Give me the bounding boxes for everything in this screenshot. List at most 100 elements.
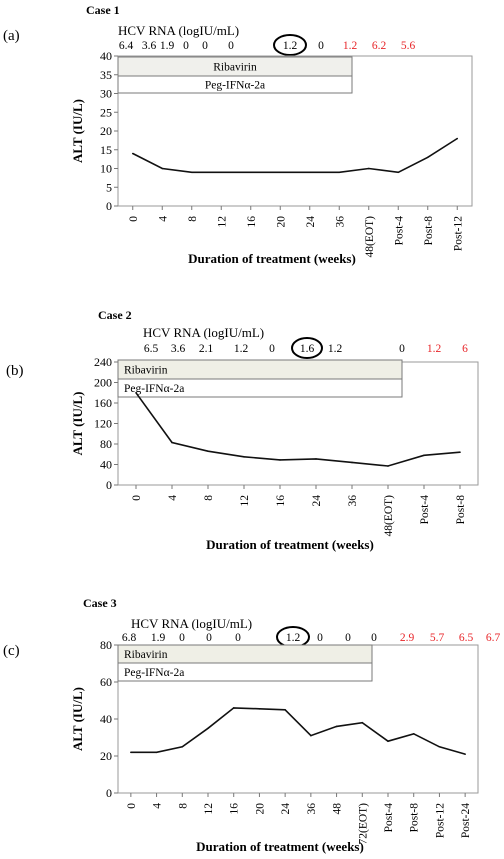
alt-data-point xyxy=(308,171,311,174)
hcv-rna-value: 3.6 xyxy=(171,343,186,355)
x-tick-label: 36 xyxy=(334,216,346,228)
x-tick-label: 24 xyxy=(305,216,317,228)
x-tick-label: Post-12 xyxy=(452,216,464,251)
alt-data-point xyxy=(207,727,209,730)
y-tick-label: 0 xyxy=(106,786,112,800)
hcv-rna-value: 0 xyxy=(202,40,208,52)
x-tick-label: 48 xyxy=(332,803,344,815)
y-tick-label: 30 xyxy=(100,87,112,101)
treatment-bar-label: Peg-IFNα-2a xyxy=(124,383,184,395)
treatment-bar-label: Peg-IFNα-2a xyxy=(205,80,265,92)
treatment-bar xyxy=(117,662,373,682)
y-tick-label: 35 xyxy=(100,68,112,82)
hcv-rna-value: 1.2 xyxy=(427,343,442,355)
hcv-rna-value: 2.1 xyxy=(199,343,214,355)
alt-data-point xyxy=(315,458,317,460)
alt-data-point xyxy=(426,156,429,159)
hcv-rna-value: 6.5 xyxy=(144,343,159,355)
y-tick-label: 15 xyxy=(100,143,112,157)
x-axis-label: Duration of treatment (weeks) xyxy=(188,251,356,266)
hcv-rna-value: 1.9 xyxy=(151,632,166,644)
hcv-rna-title: HCV RNA (logIU/mL) xyxy=(143,325,264,340)
hcv-rna-value: 0 xyxy=(179,632,185,644)
hcv-rna-value: 5.7 xyxy=(430,632,445,644)
x-tick-label: Post-12 xyxy=(434,803,446,838)
x-tick-label: Post-8 xyxy=(423,216,435,246)
alt-data-point xyxy=(335,725,338,728)
alt-data-point xyxy=(361,721,364,724)
panel-label: (a) xyxy=(3,28,20,44)
hcv-rna-title: HCV RNA (logIU/mL) xyxy=(118,23,239,38)
x-tick-label: 48(EOT) xyxy=(364,216,376,258)
y-tick-label: 240 xyxy=(94,355,112,369)
alt-data-point xyxy=(279,459,281,461)
alt-data-point xyxy=(459,451,461,454)
alt-data-point xyxy=(397,171,400,174)
x-tick-label: 16 xyxy=(246,216,258,228)
x-tick-label: 12 xyxy=(216,216,228,228)
hcv-circle-marker xyxy=(291,337,323,359)
hcv-rna-value: 1.2 xyxy=(286,632,301,644)
x-tick-label: Post-4 xyxy=(383,803,395,833)
alt-data-point xyxy=(367,167,370,170)
x-tick-label: 4 xyxy=(152,803,164,809)
x-tick-label: Post-8 xyxy=(455,495,467,525)
x-tick-label: 8 xyxy=(203,495,215,501)
alt-data-point xyxy=(130,751,132,754)
x-tick-label: 20 xyxy=(275,216,287,228)
x-tick-label: 24 xyxy=(311,495,323,507)
hcv-rna-value: 1.2 xyxy=(343,40,358,52)
alt-data-point xyxy=(243,456,245,458)
x-tick-label: 0 xyxy=(128,216,140,222)
hcv-rna-value: 6.7 xyxy=(486,632,501,644)
y-tick-label: 80 xyxy=(100,437,112,451)
alt-data-point xyxy=(387,740,389,742)
alt-data-point xyxy=(438,745,441,748)
alt-data-point xyxy=(279,171,282,174)
alt-data-point xyxy=(310,734,312,737)
treatment-bar-label: Peg-IFNα-2a xyxy=(124,667,184,679)
hcv-rna-value: 1.2 xyxy=(234,343,249,355)
alt-data-point xyxy=(351,461,353,464)
alt-data-point xyxy=(207,450,209,452)
y-tick-label: 20 xyxy=(100,749,112,763)
alt-data-point xyxy=(249,171,252,174)
y-tick-label: 40 xyxy=(100,458,112,472)
hcv-rna-value: 5.6 xyxy=(401,40,416,52)
alt-data-point xyxy=(412,733,415,735)
x-tick-label: 4 xyxy=(167,495,179,501)
hcv-rna-value: 3.6 xyxy=(142,40,157,52)
alt-data-point xyxy=(135,391,137,394)
x-tick-label: 24 xyxy=(280,803,292,815)
hcv-rna-value: 6.2 xyxy=(372,40,387,52)
y-tick-label: 0 xyxy=(106,478,112,492)
alt-data-point xyxy=(284,708,286,711)
y-tick-label: 5 xyxy=(106,180,112,194)
y-axis-label: ALT (IU/L) xyxy=(70,392,85,456)
y-tick-label: 200 xyxy=(94,376,112,390)
x-tick-label: 36 xyxy=(347,495,359,507)
y-tick-label: 0 xyxy=(106,199,112,213)
hcv-rna-value: 0 xyxy=(318,40,324,52)
hcv-rna-value: 0 xyxy=(399,343,405,355)
x-tick-label: 72(EOT) xyxy=(357,803,369,845)
hcv-rna-value: 0 xyxy=(345,632,351,644)
y-tick-label: 160 xyxy=(94,396,112,410)
y-tick-label: 10 xyxy=(100,162,112,176)
alt-data-point xyxy=(161,167,164,170)
hcv-rna-title: HCV RNA (logIU/mL) xyxy=(131,616,252,631)
x-tick-label: Post-24 xyxy=(460,803,472,838)
treatment-bar-label: Ribavirin xyxy=(124,649,168,661)
y-axis-label: ALT (IU/L) xyxy=(70,99,85,163)
hcv-rna-value: 0 xyxy=(317,632,323,644)
alt-series-line xyxy=(132,137,458,174)
hcv-rna-value: 1.2 xyxy=(328,343,343,355)
y-tick-label: 40 xyxy=(100,712,112,726)
alt-data-point xyxy=(232,707,235,709)
alt-series-line xyxy=(130,707,466,755)
hcv-rna-value: 0 xyxy=(235,632,241,644)
hcv-rna-value: 0 xyxy=(269,343,275,355)
case-title: Case 3 xyxy=(83,596,117,610)
x-tick-label: 8 xyxy=(177,803,189,809)
